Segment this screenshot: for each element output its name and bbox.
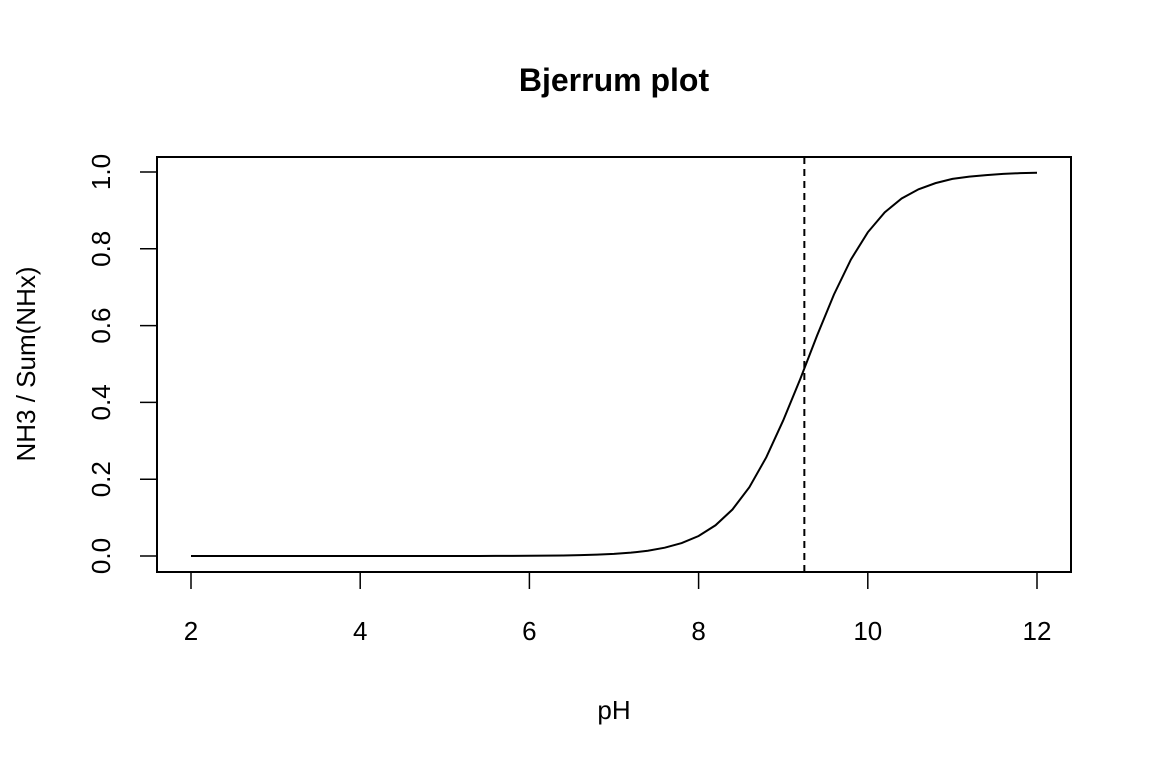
x-tick-label: 8 (691, 616, 705, 646)
y-tick-label: 0.4 (86, 384, 116, 420)
y-tick-label: 0.8 (86, 231, 116, 267)
plot-frame (156, 156, 1072, 573)
y-tick-label: 1.0 (86, 154, 116, 190)
y-tick-label: 0.2 (86, 461, 116, 497)
x-axis: 2 4 6 8 10 12 (184, 571, 1052, 646)
x-tick-label: 12 (1023, 616, 1052, 646)
y-axis-title: NH3 / Sum(NHx) (11, 266, 41, 461)
x-tick-label: 4 (353, 616, 367, 646)
y-axis: 0.0 0.2 0.4 0.6 0.8 1.0 (86, 154, 158, 574)
series-layer (191, 171, 1038, 557)
x-tick-label: 2 (184, 616, 198, 646)
x-tick-label: 10 (853, 616, 882, 646)
x-tick-label: 6 (522, 616, 536, 646)
y-tick-label: 0.0 (86, 538, 116, 574)
series-line (191, 171, 1038, 557)
y-tick-label: 0.6 (86, 308, 116, 344)
x-axis-title: pH (597, 695, 630, 725)
plot-title: Bjerrum plot (519, 62, 710, 98)
